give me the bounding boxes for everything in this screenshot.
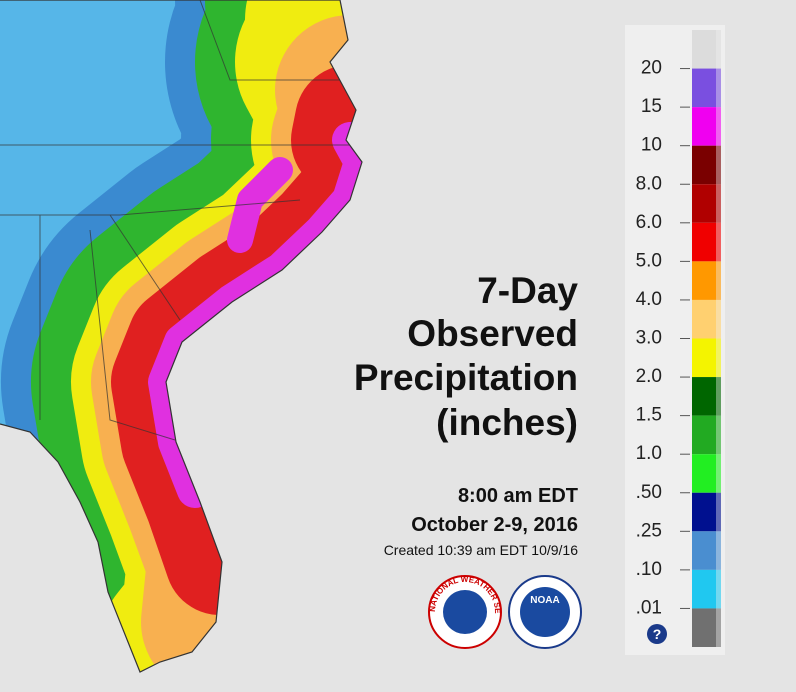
legend-swatch-side [716,377,721,416]
legend-swatch [692,222,716,262]
legend-swatch-side [716,299,721,339]
legend-swatch-side [716,222,721,262]
title-line: (inches) [436,402,578,443]
title-line: Precipitation [354,357,578,398]
legend-label: 1.0 [636,443,662,464]
legend-swatch-side [716,338,721,378]
legend-swatch-side [716,415,721,455]
help-button[interactable] [647,624,667,644]
legend-swatch-side [716,107,721,146]
legend-label: 15 [641,96,662,117]
legend-label: 1.5 [636,405,662,426]
legend-swatch [692,261,716,300]
legend-swatch [692,338,716,378]
legend-swatch-side [716,261,721,300]
legend-label: .01 [636,597,662,618]
legend-label: .50 [636,482,662,503]
legend-swatch [692,531,716,570]
created: Created 10:39 am EDT 10/9/16 [384,542,579,558]
noaa-logo: NOAA [508,575,582,649]
legend-label: 5.0 [636,250,662,271]
legend-label: 10 [641,135,662,156]
legend-label: 2.0 [636,366,662,387]
legend-swatch-side [716,68,721,108]
legend-swatch-side [716,145,721,185]
legend-label: .25 [636,520,662,541]
period: October 2-9, 2016 [411,514,578,536]
legend-label: 6.0 [636,212,662,233]
legend-label: 4.0 [636,289,662,310]
legend-swatch-side [716,569,721,609]
help-icon[interactable]: ? [653,626,662,642]
legend-label: .10 [636,559,662,580]
legend-swatch [692,569,716,609]
legend-label: 8.0 [636,173,662,194]
legend-swatch-side [716,608,721,647]
legend-swatch [692,107,716,146]
title-line: Observed [407,313,578,354]
legend-label: 20 [641,58,662,79]
legend-label: 3.0 [636,328,662,349]
legend-swatch [692,145,716,185]
legend: 20 15 10 8.0 6.0 5.0 4.0 3.0 2.0 1.5 1.0 .50 .25 .10.… [636,30,721,647]
legend-swatch [692,30,716,69]
noaa-text: NOAA [530,595,559,606]
legend-swatch-side [716,531,721,570]
valid-time: 8:00 am EDT [458,485,578,507]
legend-swatch [692,377,716,416]
legend-swatch [692,415,716,455]
legend-swatch-side [716,454,721,493]
legend-swatch [692,608,716,647]
legend-swatch [692,184,716,223]
legend-swatch-side [716,492,721,532]
legend-swatch [692,454,716,493]
legend-swatch [692,299,716,339]
coastline [0,0,363,673]
title-line: 7-Day [477,270,578,311]
legend-swatch [692,68,716,108]
legend-swatch-side [716,184,721,223]
legend-swatch-side [716,30,721,69]
legend-swatch [692,492,716,532]
